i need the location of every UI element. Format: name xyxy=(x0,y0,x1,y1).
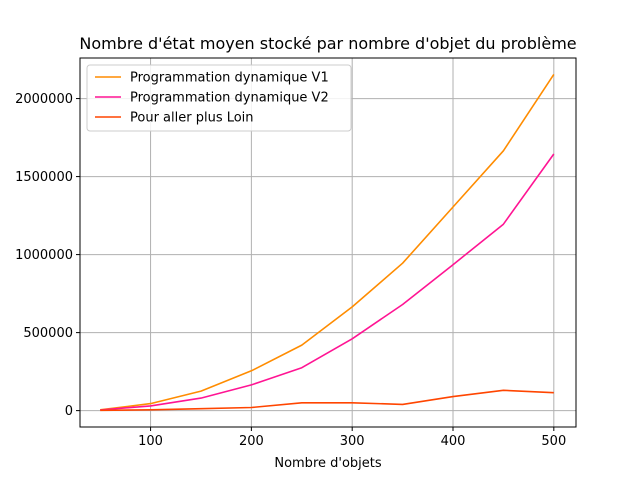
legend-label: Programmation dynamique V2 xyxy=(130,91,329,106)
chart-title: Nombre d'état moyen stocké par nombre d'… xyxy=(79,34,576,53)
x-axis-label: Nombre d'objets xyxy=(274,456,382,471)
series-line-3 xyxy=(100,389,554,412)
y-tick-label: 2000000 xyxy=(15,92,73,107)
y-tick-label: 1500000 xyxy=(15,170,73,185)
x-tick-label: 500 xyxy=(541,434,566,449)
legend-label: Programmation dynamique V1 xyxy=(130,71,329,86)
y-axis-ticks: 0 500000 1000000 1500000 2000000 xyxy=(15,92,80,419)
x-tick-label: 400 xyxy=(441,434,466,449)
x-tick-label: 100 xyxy=(138,434,163,449)
x-axis-ticks: 100 200 300 400 500 xyxy=(138,427,566,449)
x-tick-label: 300 xyxy=(340,434,365,449)
legend-label: Pour aller plus Loin xyxy=(130,111,254,126)
y-tick-label: 500000 xyxy=(23,326,73,341)
plot-frame xyxy=(79,57,577,428)
series-line-1 xyxy=(100,73,555,411)
y-tick-label: 1000000 xyxy=(15,248,73,263)
series-lines xyxy=(100,73,555,412)
legend-box xyxy=(86,64,352,132)
legend: Programmation dynamique V1 Programmation … xyxy=(86,64,352,132)
series-line-2 xyxy=(100,153,555,411)
x-tick-label: 200 xyxy=(239,434,264,449)
y-tick-label: 0 xyxy=(65,404,73,419)
